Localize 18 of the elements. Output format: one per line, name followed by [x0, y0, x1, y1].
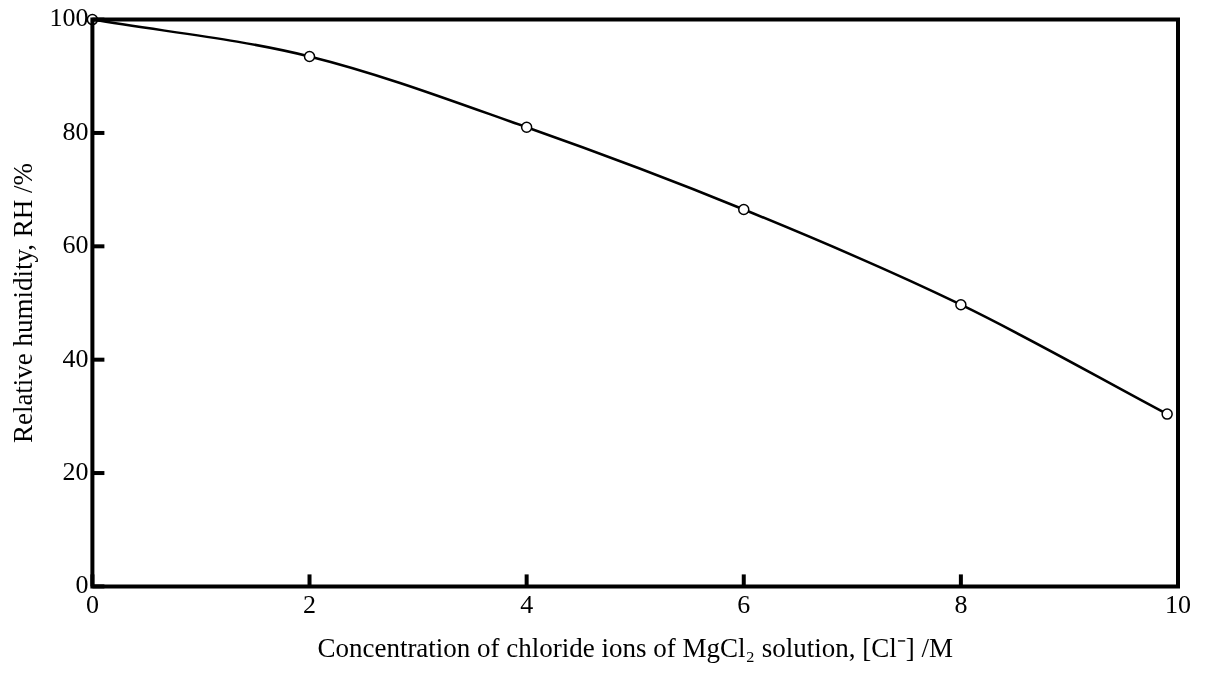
y-tick-label: 80	[62, 116, 89, 146]
y-tick-label: 100	[49, 3, 89, 33]
x-tick-label: 6	[737, 589, 751, 619]
point	[1161, 408, 1173, 420]
x-tick-label: 4	[520, 589, 534, 619]
point	[303, 50, 316, 63]
y-tick-label: 20	[62, 456, 89, 486]
point	[738, 203, 750, 216]
x-tick-label: 8	[954, 589, 968, 619]
y-tick-label: 0	[75, 570, 89, 600]
point	[955, 298, 967, 311]
y-tick-label: 40	[62, 343, 89, 373]
y-tick-label: 60	[62, 230, 89, 260]
point	[520, 121, 533, 134]
x-tick-label: 10	[1165, 589, 1191, 619]
x-tick-label: 2	[303, 589, 317, 619]
y-axis-title: Relative humidity, RH /%	[8, 162, 39, 444]
x-axis-title: Concentration of chloride ions of MgCl₂ solution, [Cl⁻] /M	[317, 632, 953, 663]
